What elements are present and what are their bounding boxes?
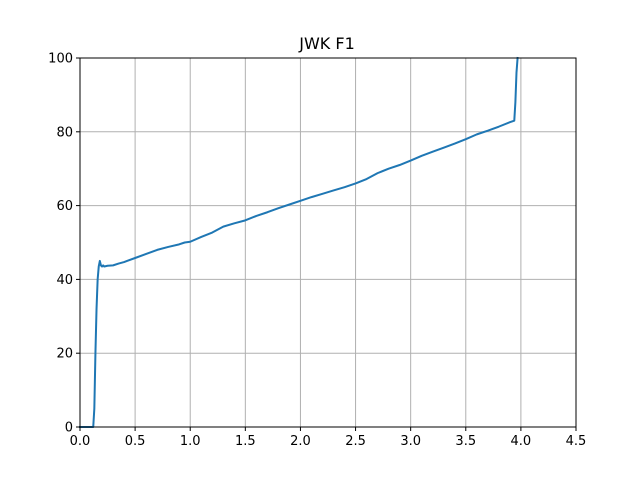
y-tick-label: 60 [56,199,73,214]
y-tick-label: 80 [56,125,73,140]
y-tick-label: 0 [65,421,73,436]
y-tick-label: 40 [56,273,73,288]
x-tick-label: 3.5 [455,434,476,449]
x-tick-label: 3.0 [400,434,421,449]
x-tick-label: 0.5 [125,434,146,449]
series-line [80,58,518,427]
x-tick-label: 2.0 [290,434,311,449]
y-tick-label: 20 [56,347,73,362]
y-tick-label: 100 [48,52,73,67]
x-tick-label: 1.5 [235,434,256,449]
x-tick-label: 4.5 [566,434,587,449]
plot-frame [80,58,576,427]
chart-title: JWK F1 [298,34,355,53]
x-tick-label: 1.0 [180,434,201,449]
x-tick-label: 4.0 [511,434,532,449]
y-axis: 0 20 40 60 80 100 [48,52,80,436]
x-axis: 0.0 0.5 1.0 1.5 2.0 2.5 3.0 3.5 4.0 4.5 [70,427,587,449]
x-tick-label: 0.0 [70,434,91,449]
grid [80,58,576,427]
series-layer [80,58,518,427]
x-tick-label: 2.5 [345,434,366,449]
